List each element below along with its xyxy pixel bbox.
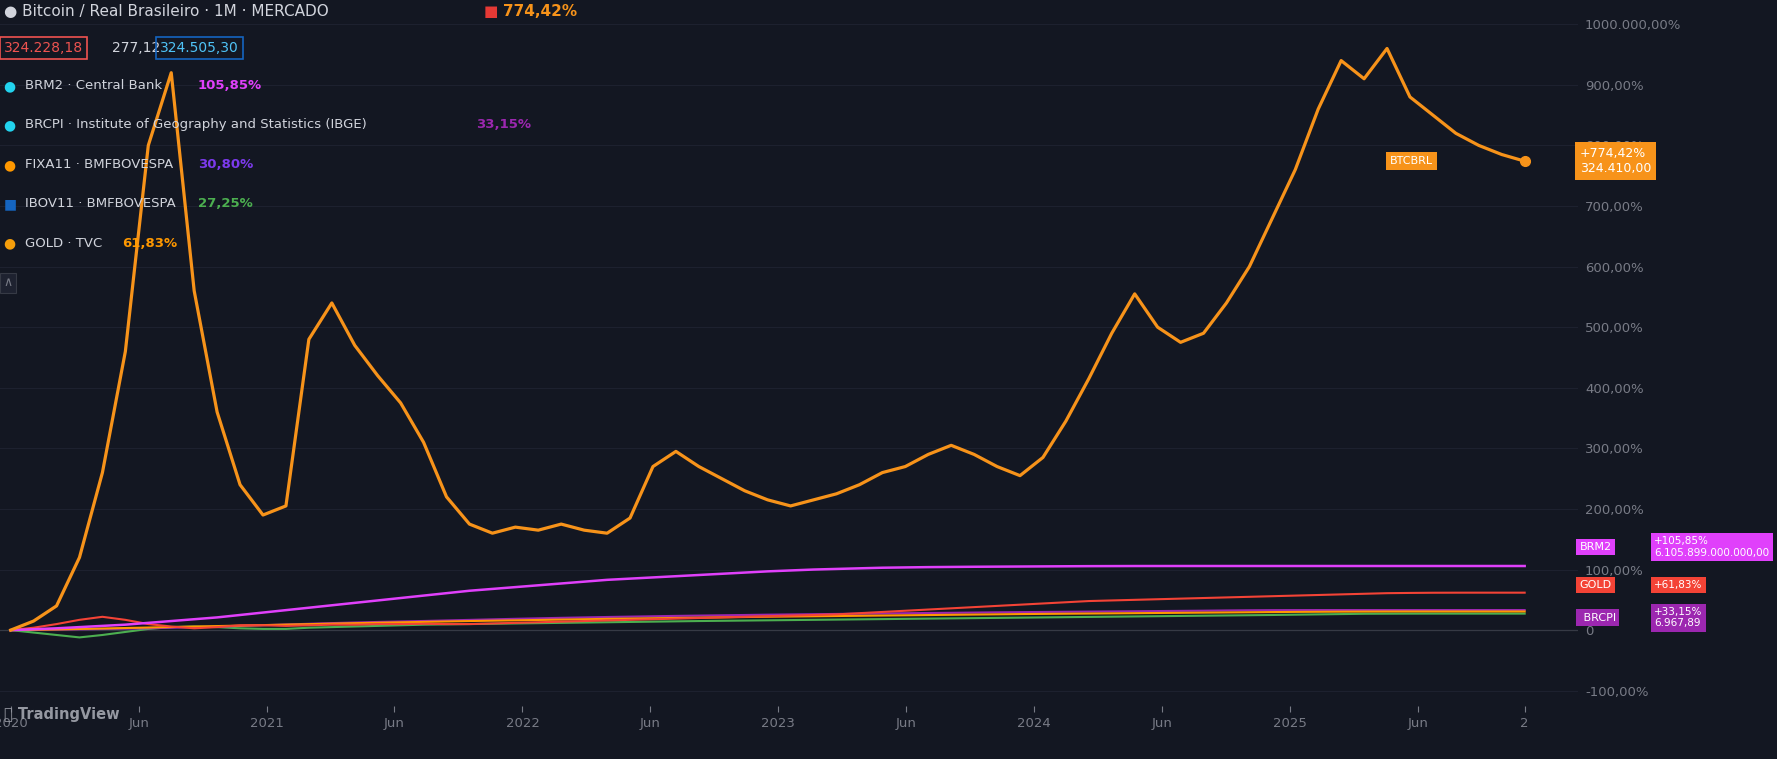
Text: GOLD: GOLD <box>1580 580 1612 590</box>
Text: ■: ■ <box>483 4 498 19</box>
Text: BTCBRL: BTCBRL <box>1390 156 1432 166</box>
Text: 30,80%: 30,80% <box>197 158 252 171</box>
Text: 33,15%: 33,15% <box>476 118 531 131</box>
Text: ●: ● <box>4 158 16 172</box>
Text: 27,25%: 27,25% <box>197 197 252 210</box>
Text: +105,85%
6.105.899.000.000,00: +105,85% 6.105.899.000.000,00 <box>1654 536 1770 558</box>
Text: 277,12: 277,12 <box>112 41 160 55</box>
Text: +61,83%: +61,83% <box>1654 580 1702 590</box>
Text: 61,83%: 61,83% <box>121 237 178 250</box>
Text: 105,85%: 105,85% <box>197 79 261 92</box>
Text: +33,15%
6.967,89: +33,15% 6.967,89 <box>1654 607 1702 628</box>
Text: +774,42%
324.410,00: +774,42% 324.410,00 <box>1580 147 1651 175</box>
Text: 🅿 TradingView: 🅿 TradingView <box>4 707 119 723</box>
Text: BRCPI · Institute of Geography and Statistics (IBGE): BRCPI · Institute of Geography and Stati… <box>25 118 366 131</box>
Text: ● Bitcoin / Real Brasileiro · 1M · MERCADO: ● Bitcoin / Real Brasileiro · 1M · MERCA… <box>4 4 329 19</box>
Text: ■: ■ <box>4 197 16 211</box>
Text: BRM2: BRM2 <box>1580 542 1612 552</box>
Text: 324.228,18: 324.228,18 <box>4 41 84 55</box>
Text: BRCPI: BRCPI <box>1580 613 1615 622</box>
Text: ●: ● <box>4 79 16 93</box>
Text: GOLD · TVC: GOLD · TVC <box>25 237 101 250</box>
Text: 774,42%: 774,42% <box>503 4 578 19</box>
Text: ●: ● <box>4 118 16 132</box>
Text: BRM2 · Central Bank: BRM2 · Central Bank <box>25 79 162 92</box>
Text: 324.505,30: 324.505,30 <box>160 41 238 55</box>
Text: IBOV11 · BMFBOVESPA: IBOV11 · BMFBOVESPA <box>25 197 176 210</box>
Text: ∧: ∧ <box>4 276 12 289</box>
Text: FIXA11 · BMFBOVESPA: FIXA11 · BMFBOVESPA <box>25 158 172 171</box>
Text: ●: ● <box>4 237 16 250</box>
